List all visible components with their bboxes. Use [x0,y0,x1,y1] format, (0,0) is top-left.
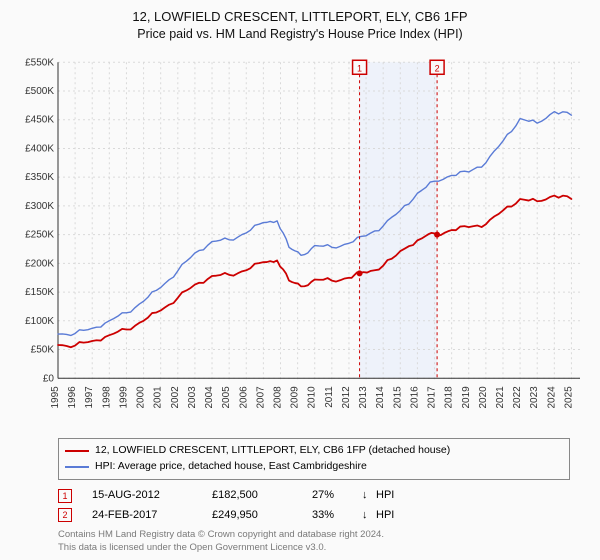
svg-text:2007: 2007 [255,386,266,409]
svg-text:2003: 2003 [187,386,198,409]
table-row: 2 24-FEB-2017 £249,950 33% ↓ HPI [58,506,570,526]
footer-line-1: Contains HM Land Registry data © Crown c… [58,529,570,541]
svg-text:2012: 2012 [341,386,352,409]
down-arrow-icon: ↓ [362,506,376,526]
transaction-pct: 33% [312,506,362,526]
svg-text:2017: 2017 [427,386,438,409]
chart-container: 12, LOWFIELD CRESCENT, LITTLEPORT, ELY, … [0,0,600,560]
svg-text:2015: 2015 [392,386,403,409]
svg-text:2005: 2005 [221,386,232,409]
title-main: 12, LOWFIELD CRESCENT, LITTLEPORT, ELY, … [10,8,590,26]
svg-text:£300K: £300K [25,201,54,212]
legend-label-price: 12, LOWFIELD CRESCENT, LITTLEPORT, ELY, … [95,443,450,459]
svg-text:£350K: £350K [25,172,54,183]
svg-text:2006: 2006 [238,386,249,409]
svg-text:£150K: £150K [25,287,54,298]
svg-text:£100K: £100K [25,315,54,326]
svg-text:1999: 1999 [118,386,129,409]
svg-text:2009: 2009 [290,386,301,409]
chart-area: £0 £50K £100K £150K £200K £250K £300K £350K £400… [10,48,590,435]
marker-badge: 1 [58,489,72,503]
svg-text:2020: 2020 [478,386,489,409]
legend-item-hpi: HPI: Average price, detached house, East… [65,459,563,475]
svg-text:£550K: £550K [25,57,54,68]
svg-text:1: 1 [357,63,362,73]
svg-text:£0: £0 [43,373,55,384]
marker-badge: 2 [58,508,72,522]
svg-text:1996: 1996 [67,386,78,409]
title-sub: Price paid vs. HM Land Registry's House … [10,26,590,44]
table-row: 1 15-AUG-2012 £182,500 27% ↓ HPI [58,486,570,506]
svg-text:£500K: £500K [25,86,54,97]
svg-text:£50K: £50K [31,344,55,355]
svg-text:1995: 1995 [50,386,61,409]
svg-text:2021: 2021 [495,386,506,409]
svg-text:2023: 2023 [529,386,540,409]
transaction-ref: HPI [376,486,406,506]
svg-text:2025: 2025 [563,386,574,409]
svg-text:2014: 2014 [375,386,386,409]
svg-text:2018: 2018 [444,386,455,409]
svg-text:£200K: £200K [25,258,54,269]
svg-text:2004: 2004 [204,386,215,409]
svg-text:2002: 2002 [170,386,181,409]
svg-text:2024: 2024 [546,386,557,409]
footer-note: Contains HM Land Registry data © Crown c… [58,529,570,554]
transaction-price: £249,950 [212,506,312,526]
svg-text:2013: 2013 [358,386,369,409]
svg-text:£400K: £400K [25,143,54,154]
svg-text:2016: 2016 [409,386,420,409]
transaction-ref: HPI [376,506,406,526]
transaction-price: £182,500 [212,486,312,506]
svg-text:2: 2 [435,63,440,73]
down-arrow-icon: ↓ [362,486,376,506]
footer-line-2: This data is licensed under the Open Gov… [58,542,570,554]
svg-text:2001: 2001 [153,386,164,409]
transaction-date: 24-FEB-2017 [92,506,212,526]
line-chart: £0 £50K £100K £150K £200K £250K £300K £350K £400… [10,48,590,435]
svg-text:1998: 1998 [101,386,112,409]
transaction-pct: 27% [312,486,362,506]
svg-text:1997: 1997 [84,386,95,409]
legend-item-price: 12, LOWFIELD CRESCENT, LITTLEPORT, ELY, … [65,443,563,459]
transaction-date: 15-AUG-2012 [92,486,212,506]
svg-text:£250K: £250K [25,229,54,240]
svg-text:2010: 2010 [307,386,318,409]
legend: 12, LOWFIELD CRESCENT, LITTLEPORT, ELY, … [58,438,570,480]
svg-text:£450K: £450K [25,114,54,125]
svg-text:2011: 2011 [324,386,335,408]
transactions-table: 1 15-AUG-2012 £182,500 27% ↓ HPI 2 24-FE… [58,486,570,526]
legend-label-hpi: HPI: Average price, detached house, East… [95,459,367,475]
legend-swatch-price [65,450,89,452]
svg-text:2000: 2000 [136,386,147,409]
svg-text:2022: 2022 [512,386,523,409]
svg-text:2019: 2019 [461,386,472,409]
svg-text:2008: 2008 [272,386,283,409]
legend-swatch-hpi [65,466,89,468]
titles: 12, LOWFIELD CRESCENT, LITTLEPORT, ELY, … [10,8,590,44]
